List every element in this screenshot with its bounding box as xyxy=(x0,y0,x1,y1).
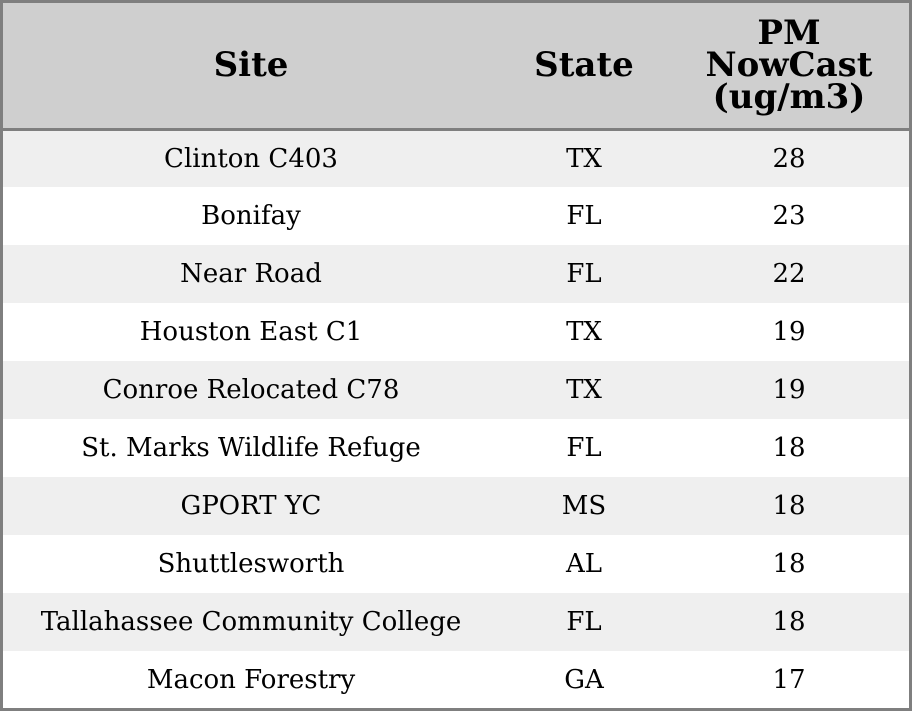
pm-value-cell: 19 xyxy=(772,375,806,405)
column-header-state: State xyxy=(499,3,669,131)
state-cell: GA xyxy=(564,665,604,695)
table-row: GPORT YC MS 18 xyxy=(3,477,909,535)
state-cell: FL xyxy=(566,201,602,231)
state-cell: MS xyxy=(561,491,607,521)
table-row: Houston East C1 TX 19 xyxy=(3,303,909,361)
pm-value-cell: 17 xyxy=(772,665,806,695)
state-cell: FL xyxy=(566,259,602,289)
site-cell: GPORT YC xyxy=(180,491,322,521)
table-row: Bonifay FL 23 xyxy=(3,187,909,245)
state-cell: FL xyxy=(566,607,602,637)
site-cell: Conroe Relocated C78 xyxy=(102,375,400,405)
column-header-pm-line-1: PM xyxy=(757,13,821,54)
site-cell: Near Road xyxy=(180,259,322,289)
column-header-site: Site xyxy=(3,3,499,131)
table-row: Tallahassee Community College FL 18 xyxy=(3,593,909,651)
state-cell: TX xyxy=(566,143,602,174)
state-cell: TX xyxy=(566,375,602,405)
site-cell: St. Marks Wildlife Refuge xyxy=(81,433,421,463)
pm-value-cell: 18 xyxy=(772,549,806,579)
pm-value-cell: 19 xyxy=(772,317,806,347)
table-row: Clinton C403 TX 28 xyxy=(3,129,909,187)
state-cell: FL xyxy=(566,433,602,463)
header-row: Site State PM NowCast (ug/m3) xyxy=(3,3,909,131)
table-body: Clinton C403 TX 28 Bonifay FL 23 Near Ro… xyxy=(3,129,909,708)
column-header-pm-line-2: NowCast xyxy=(705,45,873,86)
site-cell: Houston East C1 xyxy=(139,317,363,347)
table-row: Shuttlesworth AL 18 xyxy=(3,535,909,593)
table-row: Conroe Relocated C78 TX 19 xyxy=(3,361,909,419)
pm-value-cell: 23 xyxy=(772,201,806,231)
table-row: Macon Forestry GA 17 xyxy=(3,651,909,708)
pm-nowcast-table: Site State PM NowCast (ug/m3) Clinton C4… xyxy=(3,3,909,708)
site-cell: Shuttlesworth xyxy=(157,549,345,579)
column-header-pm-line-3: (ug/m3) xyxy=(712,77,866,118)
pm-value-cell: 28 xyxy=(772,143,806,174)
state-cell: TX xyxy=(566,317,602,347)
pm-value-cell: 18 xyxy=(772,607,806,637)
site-cell: Macon Forestry xyxy=(146,665,356,695)
pm-value-cell: 22 xyxy=(772,259,806,289)
column-header-pm-nowcast: PM NowCast (ug/m3) xyxy=(669,3,909,131)
site-cell: Bonifay xyxy=(201,201,301,231)
table-row: Near Road FL 22 xyxy=(3,245,909,303)
pm-value-cell: 18 xyxy=(772,433,806,463)
site-cell: Tallahassee Community College xyxy=(40,607,462,637)
state-cell: AL xyxy=(565,549,603,579)
table-row: St. Marks Wildlife Refuge FL 18 xyxy=(3,419,909,477)
site-cell: Clinton C403 xyxy=(164,143,338,174)
pm-value-cell: 18 xyxy=(772,491,806,521)
table-header: Site State PM NowCast (ug/m3) xyxy=(3,3,909,131)
